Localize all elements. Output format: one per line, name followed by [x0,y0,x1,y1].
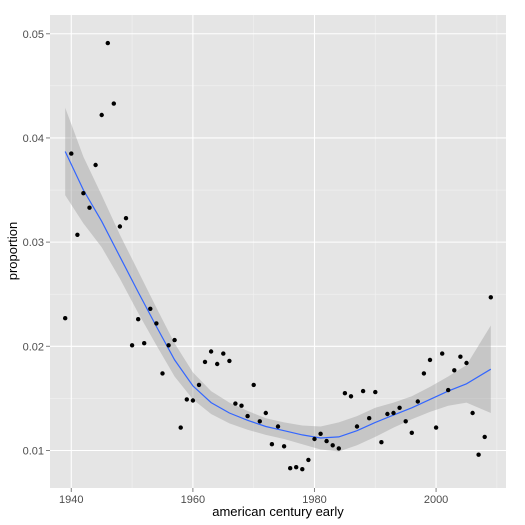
data-point [93,162,98,168]
smooth-line [64,151,492,439]
data-point [178,425,183,430]
data-point [166,343,171,348]
data-point [263,410,268,416]
data-point [233,401,238,406]
data-point [172,337,177,343]
y-tick-label: 0.02 [23,341,44,353]
y-axis: 0.01 0.02 0.03 0.04 0.05 [23,29,50,457]
data-point [69,151,74,156]
x-tick-label: 2000 [424,494,448,506]
major-grid [50,15,506,488]
data-point [397,405,402,410]
y-tick-label: 0.05 [23,29,44,41]
data-point [62,316,68,321]
data-point [433,425,439,430]
data-point [81,191,86,196]
data-point [379,440,384,445]
data-point [221,351,226,356]
data-point [312,436,317,442]
data-point [360,388,366,394]
y-tick-label: 0.04 [23,133,44,145]
data-point [148,306,153,311]
data-point [348,394,354,399]
data-point [427,357,433,363]
points-layer [62,40,493,472]
data-point [440,351,445,356]
data-point [300,467,305,472]
data-point [318,431,323,436]
data-point [336,446,341,451]
data-point [488,295,493,300]
minor-grid [50,15,506,488]
data-point [373,389,378,395]
data-point [470,410,475,416]
data-point [367,416,372,421]
data-point [208,349,214,354]
data-point [446,387,451,393]
data-point [245,413,250,419]
data-point [482,434,487,440]
data-point [160,371,165,376]
data-point [196,382,202,388]
data-point [123,216,129,221]
data-point [421,371,427,376]
x-tick-label: 1940 [59,494,83,506]
x-tick-label: 1980 [302,494,326,506]
data-point [464,360,469,366]
data-point [403,419,408,424]
x-axis-title: american century early [212,504,344,519]
data-point [105,40,111,46]
data-point [324,438,329,444]
data-point [215,361,220,367]
data-point [87,205,92,210]
data-point [294,465,299,470]
data-point [306,457,311,463]
data-point [75,232,80,237]
confidence-band [65,107,491,452]
data-point [409,430,414,435]
y-axis-title: proportion [5,222,20,281]
data-point [251,382,256,388]
data-point [275,424,281,429]
y-tick-label: 0.03 [23,237,44,249]
data-point [129,343,135,348]
data-point [458,354,463,359]
plot-panel [50,15,506,488]
data-point [136,317,141,322]
data-point [99,112,104,118]
data-point [111,101,117,106]
data-point [184,397,189,402]
data-point [391,410,396,416]
data-point [239,403,244,408]
data-point [415,399,420,404]
data-point [269,442,275,447]
data-point [452,368,457,373]
data-point [476,452,481,457]
x-tick-label: 1960 [181,494,205,506]
data-point [190,398,196,403]
data-point [354,424,360,429]
data-point [288,466,293,471]
data-point [227,358,232,364]
x-axis: 1940 1960 1980 2000 [59,488,448,506]
data-point [257,419,262,424]
data-point [342,391,348,396]
data-point [117,224,123,229]
data-point [142,341,147,346]
data-point [330,443,335,448]
data-point [385,411,390,417]
data-point [281,444,287,449]
data-point [202,359,208,365]
data-point [154,321,159,326]
y-tick-label: 0.01 [23,445,44,457]
